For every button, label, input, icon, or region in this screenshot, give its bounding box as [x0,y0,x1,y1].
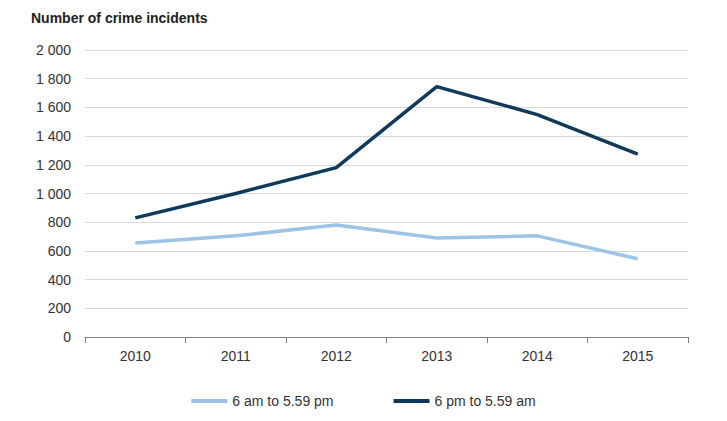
svg-text:200: 200 [48,300,72,316]
svg-text:Number of crime incidents: Number of crime incidents [31,10,208,26]
svg-text:2013: 2013 [421,348,452,364]
svg-text:1 600: 1 600 [36,99,71,115]
svg-text:1 000: 1 000 [36,186,71,202]
svg-text:2 000: 2 000 [36,42,71,58]
svg-text:400: 400 [48,272,72,288]
svg-text:2014: 2014 [522,348,553,364]
svg-text:600: 600 [48,243,72,259]
svg-text:2010: 2010 [120,348,151,364]
svg-text:1 200: 1 200 [36,157,71,173]
svg-text:2011: 2011 [221,348,251,364]
svg-text:6 am to 5.59 pm: 6 am to 5.59 pm [232,393,333,409]
svg-text:0: 0 [63,329,71,345]
svg-text:1 400: 1 400 [36,128,71,144]
svg-text:1 800: 1 800 [36,71,71,87]
svg-text:2015: 2015 [622,348,653,364]
svg-text:2012: 2012 [321,348,352,364]
svg-text:6 pm to 5.59 am: 6 pm to 5.59 am [435,393,536,409]
svg-text:800: 800 [48,214,72,230]
